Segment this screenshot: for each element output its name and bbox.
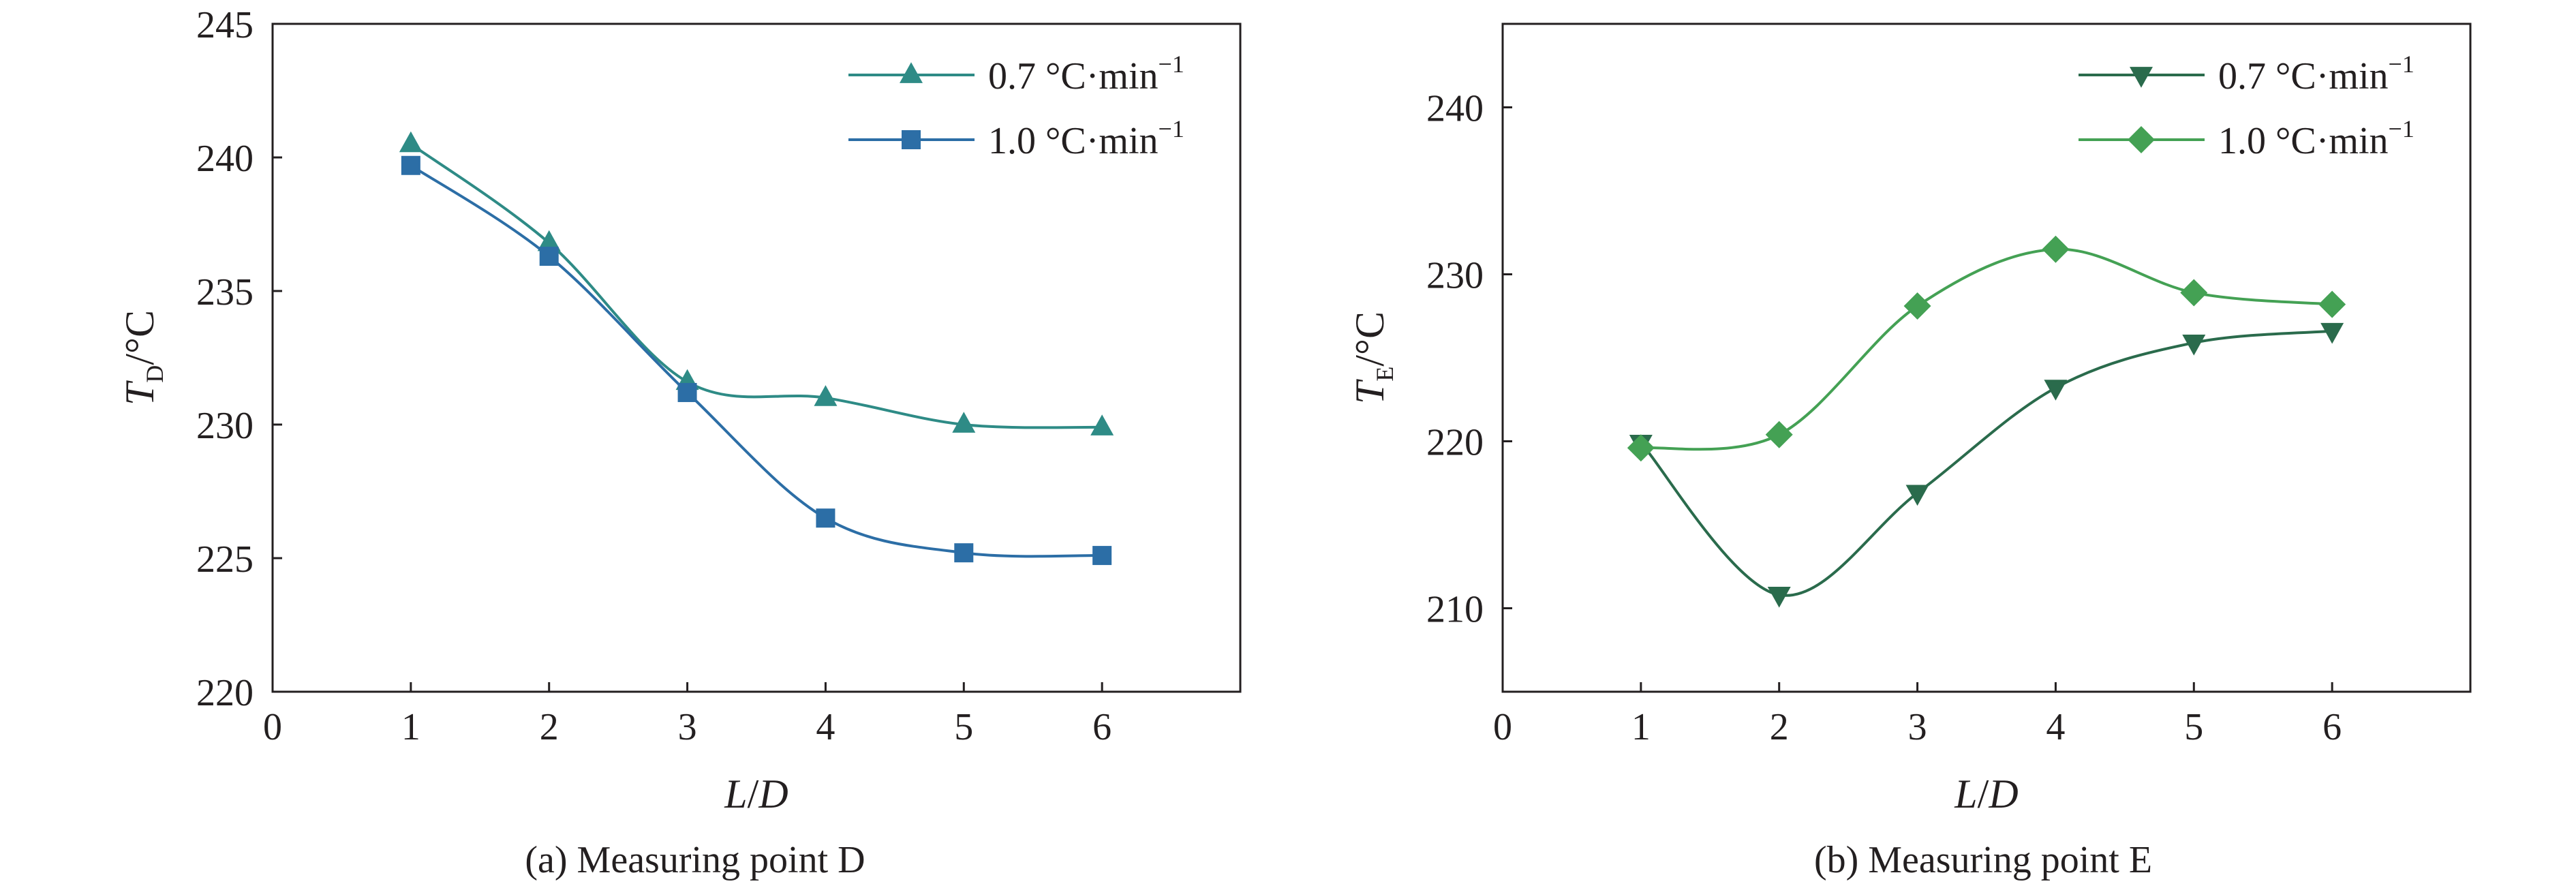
y-tick-label: 235 — [196, 271, 254, 313]
data-point — [1092, 546, 1112, 566]
legend-label-text: 1.0 °C·min — [2218, 120, 2389, 162]
y-tick-label: 230 — [196, 405, 254, 447]
legend-label-sup: −1 — [2389, 115, 2414, 142]
x-label-part: D — [1988, 771, 2018, 816]
x-tick-label: 4 — [2046, 706, 2065, 748]
x-tick-label: 2 — [540, 706, 559, 748]
y-tick-label: 240 — [196, 138, 254, 180]
data-point — [1905, 485, 1929, 506]
data-point — [399, 131, 423, 153]
data-point — [1090, 414, 1114, 435]
legend-label-sup: −1 — [1159, 115, 1184, 142]
x-tick-label: 6 — [1092, 706, 1111, 748]
x-label-part: D — [758, 771, 788, 816]
data-point — [1627, 434, 1655, 462]
y-label-part: /°C — [117, 310, 162, 365]
y-label-part: /°C — [1347, 311, 1392, 367]
y-tick-label: 225 — [196, 538, 254, 581]
x-label-part: / — [748, 771, 759, 816]
y-tick-label: 230 — [1426, 255, 1484, 297]
y-label-sub: D — [141, 365, 168, 383]
y-tick-label: 220 — [196, 672, 254, 714]
x-label-part: L — [1954, 771, 1977, 816]
data-point — [816, 508, 835, 528]
data-point — [952, 412, 976, 433]
caption-a: (a) Measuring point D — [525, 839, 865, 881]
x-tick-label: 0 — [1493, 706, 1512, 748]
legend-marker — [900, 62, 923, 83]
plot-frame — [1501, 22, 2472, 693]
series-a-0: 0.7 °C·min−1 — [399, 50, 1184, 435]
x-tick-label: 6 — [2322, 706, 2342, 748]
x-tick-label: 1 — [1631, 706, 1651, 748]
data-point — [2182, 335, 2206, 356]
plot-frame — [271, 22, 1242, 693]
data-point — [1767, 587, 1791, 608]
y-axis-label: TE/°C — [1347, 311, 1398, 404]
x-tick-label: 0 — [263, 706, 282, 748]
x-axis-label: L/D — [1954, 771, 2018, 816]
legend-label-text: 0.7 °C·min — [988, 55, 1159, 97]
legend-marker — [2128, 126, 2155, 153]
data-point — [537, 230, 561, 251]
data-point — [2042, 235, 2070, 263]
y-axis-label: TD/°C — [117, 310, 168, 405]
data-point — [401, 155, 420, 175]
series-a-1: 1.0 °C·min−1 — [401, 115, 1184, 566]
series-line — [1640, 247, 2333, 451]
y-tick-label: 245 — [196, 4, 254, 46]
legend-marker — [902, 130, 921, 149]
legend-label-sup: −1 — [2389, 50, 2414, 78]
x-tick-label: 5 — [2184, 706, 2203, 748]
y-label-part: T — [117, 380, 162, 405]
x-axis-label: L/D — [724, 771, 788, 816]
caption-b: (b) Measuring point E — [1813, 839, 2153, 881]
legend-label-sup: −1 — [1159, 50, 1184, 78]
series-line — [1640, 329, 2333, 597]
x-tick-label: 2 — [1770, 706, 1789, 748]
data-point — [677, 382, 697, 402]
x-label-part: L — [724, 771, 747, 816]
y-label-sub: E — [1371, 367, 1398, 382]
legend-label: 1.0 °C·min−1 — [988, 115, 1184, 162]
legend-label: 1.0 °C·min−1 — [2218, 115, 2414, 162]
data-point — [1903, 292, 1931, 320]
y-tick-label: 240 — [1426, 88, 1484, 130]
legend-label-text: 1.0 °C·min — [988, 120, 1159, 162]
legend-label-text: 0.7 °C·min — [2218, 55, 2389, 97]
x-tick-label: 3 — [678, 706, 697, 748]
data-point — [2318, 290, 2346, 318]
data-point — [2180, 279, 2208, 307]
series-b-0: 0.7 °C·min−1 — [1629, 50, 2414, 608]
series-line — [410, 142, 1103, 429]
x-label-part: / — [1978, 771, 1989, 816]
data-point — [2044, 380, 2068, 401]
data-point — [954, 543, 974, 563]
x-tick-label: 3 — [1908, 706, 1927, 748]
series-b-1: 1.0 °C·min−1 — [1627, 115, 2414, 462]
y-tick-label: 220 — [1426, 422, 1484, 464]
x-tick-label: 1 — [401, 706, 420, 748]
data-point — [2320, 322, 2344, 344]
x-tick-label: 4 — [816, 706, 835, 748]
data-point — [539, 247, 559, 266]
data-point — [1765, 420, 1793, 448]
legend-label: 0.7 °C·min−1 — [988, 50, 1184, 97]
x-tick-label: 5 — [954, 706, 973, 748]
legend-label: 0.7 °C·min−1 — [2218, 50, 2414, 97]
data-point — [814, 385, 838, 406]
y-tick-label: 210 — [1426, 589, 1484, 631]
series-line — [410, 164, 1103, 558]
legend-marker — [2130, 67, 2153, 88]
y-label-part: T — [1347, 379, 1392, 404]
